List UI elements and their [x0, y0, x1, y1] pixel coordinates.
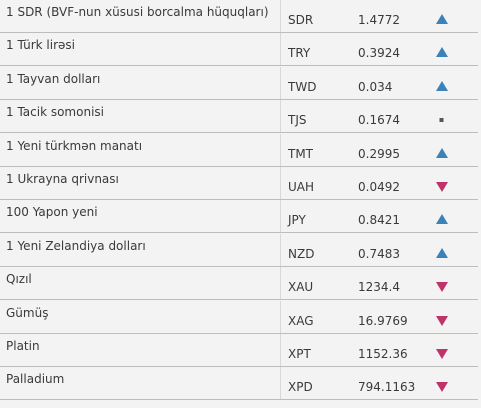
trend-flat [439, 118, 444, 123]
trend-down [436, 349, 448, 359]
trend-icon [436, 47, 448, 58]
currency-rate: 0.8421 [358, 213, 400, 228]
trend-up [436, 214, 448, 225]
column-separator [280, 66, 281, 99]
currency-name: 1 Yeni türkmən manatı [6, 138, 143, 153]
table-row: 1 Yeni türkmən manatı TMT 0.2995 [0, 133, 478, 167]
column-separator [280, 334, 281, 366]
trend-icon [439, 118, 444, 123]
currency-rate: 0.1674 [358, 113, 400, 128]
trend-up [436, 14, 448, 24]
table-row: Palladium XPD 794.1163 [0, 367, 478, 401]
currency-name: 1 Ukrayna qrivnası [6, 172, 119, 186]
trend-icon [436, 247, 448, 258]
currency-rate: 16.9769 [358, 313, 408, 328]
table-row: Platin XPT 1152.36 [0, 334, 478, 367]
currency-code: TMT [288, 146, 314, 161]
currency-name: 1 Tayvan dolları [6, 71, 101, 86]
currency-name: Gümüş [6, 305, 49, 320]
trend-icon [436, 282, 448, 293]
currency-name: 1 Tacik somonisi [6, 105, 104, 120]
currency-code: XPD [288, 380, 313, 395]
trend-up [436, 147, 448, 158]
currency-rate: 1152.36 [358, 347, 408, 361]
currency-code: XAG [288, 313, 314, 328]
trend-up [436, 80, 448, 91]
trend-down [436, 315, 448, 326]
currency-name: 1 Yeni Zelandiya dolları [6, 238, 146, 253]
currency-rate: 0.7483 [358, 246, 400, 261]
currency-rate: 794.1163 [358, 380, 416, 395]
currency-name: Palladium [6, 372, 65, 387]
currency-code: XAU [288, 280, 314, 295]
trend-icon [436, 214, 448, 225]
table-row: Gümüş XAG 16.9769 [0, 300, 478, 334]
currency-rate: 1234.4 [358, 280, 400, 295]
column-separator [280, 33, 281, 66]
currency-code: UAH [288, 180, 315, 194]
column-separator [280, 100, 281, 133]
trend-up [436, 247, 448, 258]
currency-code: TWD [288, 79, 317, 94]
currency-name: 1 Türk lirəsi [6, 38, 76, 53]
trend-icon [436, 14, 448, 24]
table-row: 1 Türk lirəsi TRY 0.3924 [0, 33, 478, 67]
column-separator [280, 367, 281, 400]
table-row: 1 Yeni Zelandiya dolları NZD 0.7483 [0, 233, 478, 267]
currency-code: TJS [288, 113, 307, 128]
column-separator [280, 267, 281, 300]
trend-icon [436, 147, 448, 158]
currency-rate: 0.2995 [358, 146, 400, 161]
trend-icon [436, 182, 448, 192]
trend-icon [436, 349, 448, 359]
trend-up [436, 47, 448, 58]
currency-rate: 0.0492 [358, 180, 400, 194]
column-separator [280, 300, 281, 333]
table-row: 1 Tacik somonisi TJS 0.1674 [0, 100, 478, 134]
currency-rate: 0.034 [358, 79, 393, 94]
table-row: Qızıl XAU 1234.4 [0, 267, 478, 301]
table-row: 1 Tayvan dolları TWD 0.034 [0, 66, 478, 100]
currency-code: SDR [288, 13, 314, 27]
trend-icon [436, 315, 448, 326]
trend-icon [436, 382, 448, 393]
currency-rate: 1.4772 [358, 13, 400, 27]
column-separator [280, 200, 281, 233]
currency-name: Qızıl [6, 272, 32, 287]
currency-code: XPT [288, 347, 311, 361]
table-row: 1 Ukrayna qrivnası UAH 0.0492 [0, 167, 478, 200]
table-row: 100 Yapon yeni JPY 0.8421 [0, 200, 478, 234]
table-row: 1 SDR (BVF-nun xüsusi borcalma hüquqları… [0, 0, 478, 33]
currency-name: 1 SDR (BVF-nun xüsusi borcalma hüquqları… [6, 5, 269, 19]
trend-down [436, 382, 448, 393]
currency-rate: 0.3924 [358, 46, 400, 61]
column-separator [280, 133, 281, 166]
trend-down [436, 282, 448, 293]
currency-name: Platin [6, 339, 40, 353]
column-separator [280, 167, 281, 199]
trend-down [436, 182, 448, 192]
currency-code: NZD [288, 246, 315, 261]
trend-icon [436, 80, 448, 91]
column-separator [280, 0, 281, 32]
currency-code: TRY [288, 46, 311, 61]
column-separator [280, 233, 281, 266]
currency-code: JPY [288, 213, 306, 228]
currency-name: 100 Yapon yeni [6, 205, 98, 220]
